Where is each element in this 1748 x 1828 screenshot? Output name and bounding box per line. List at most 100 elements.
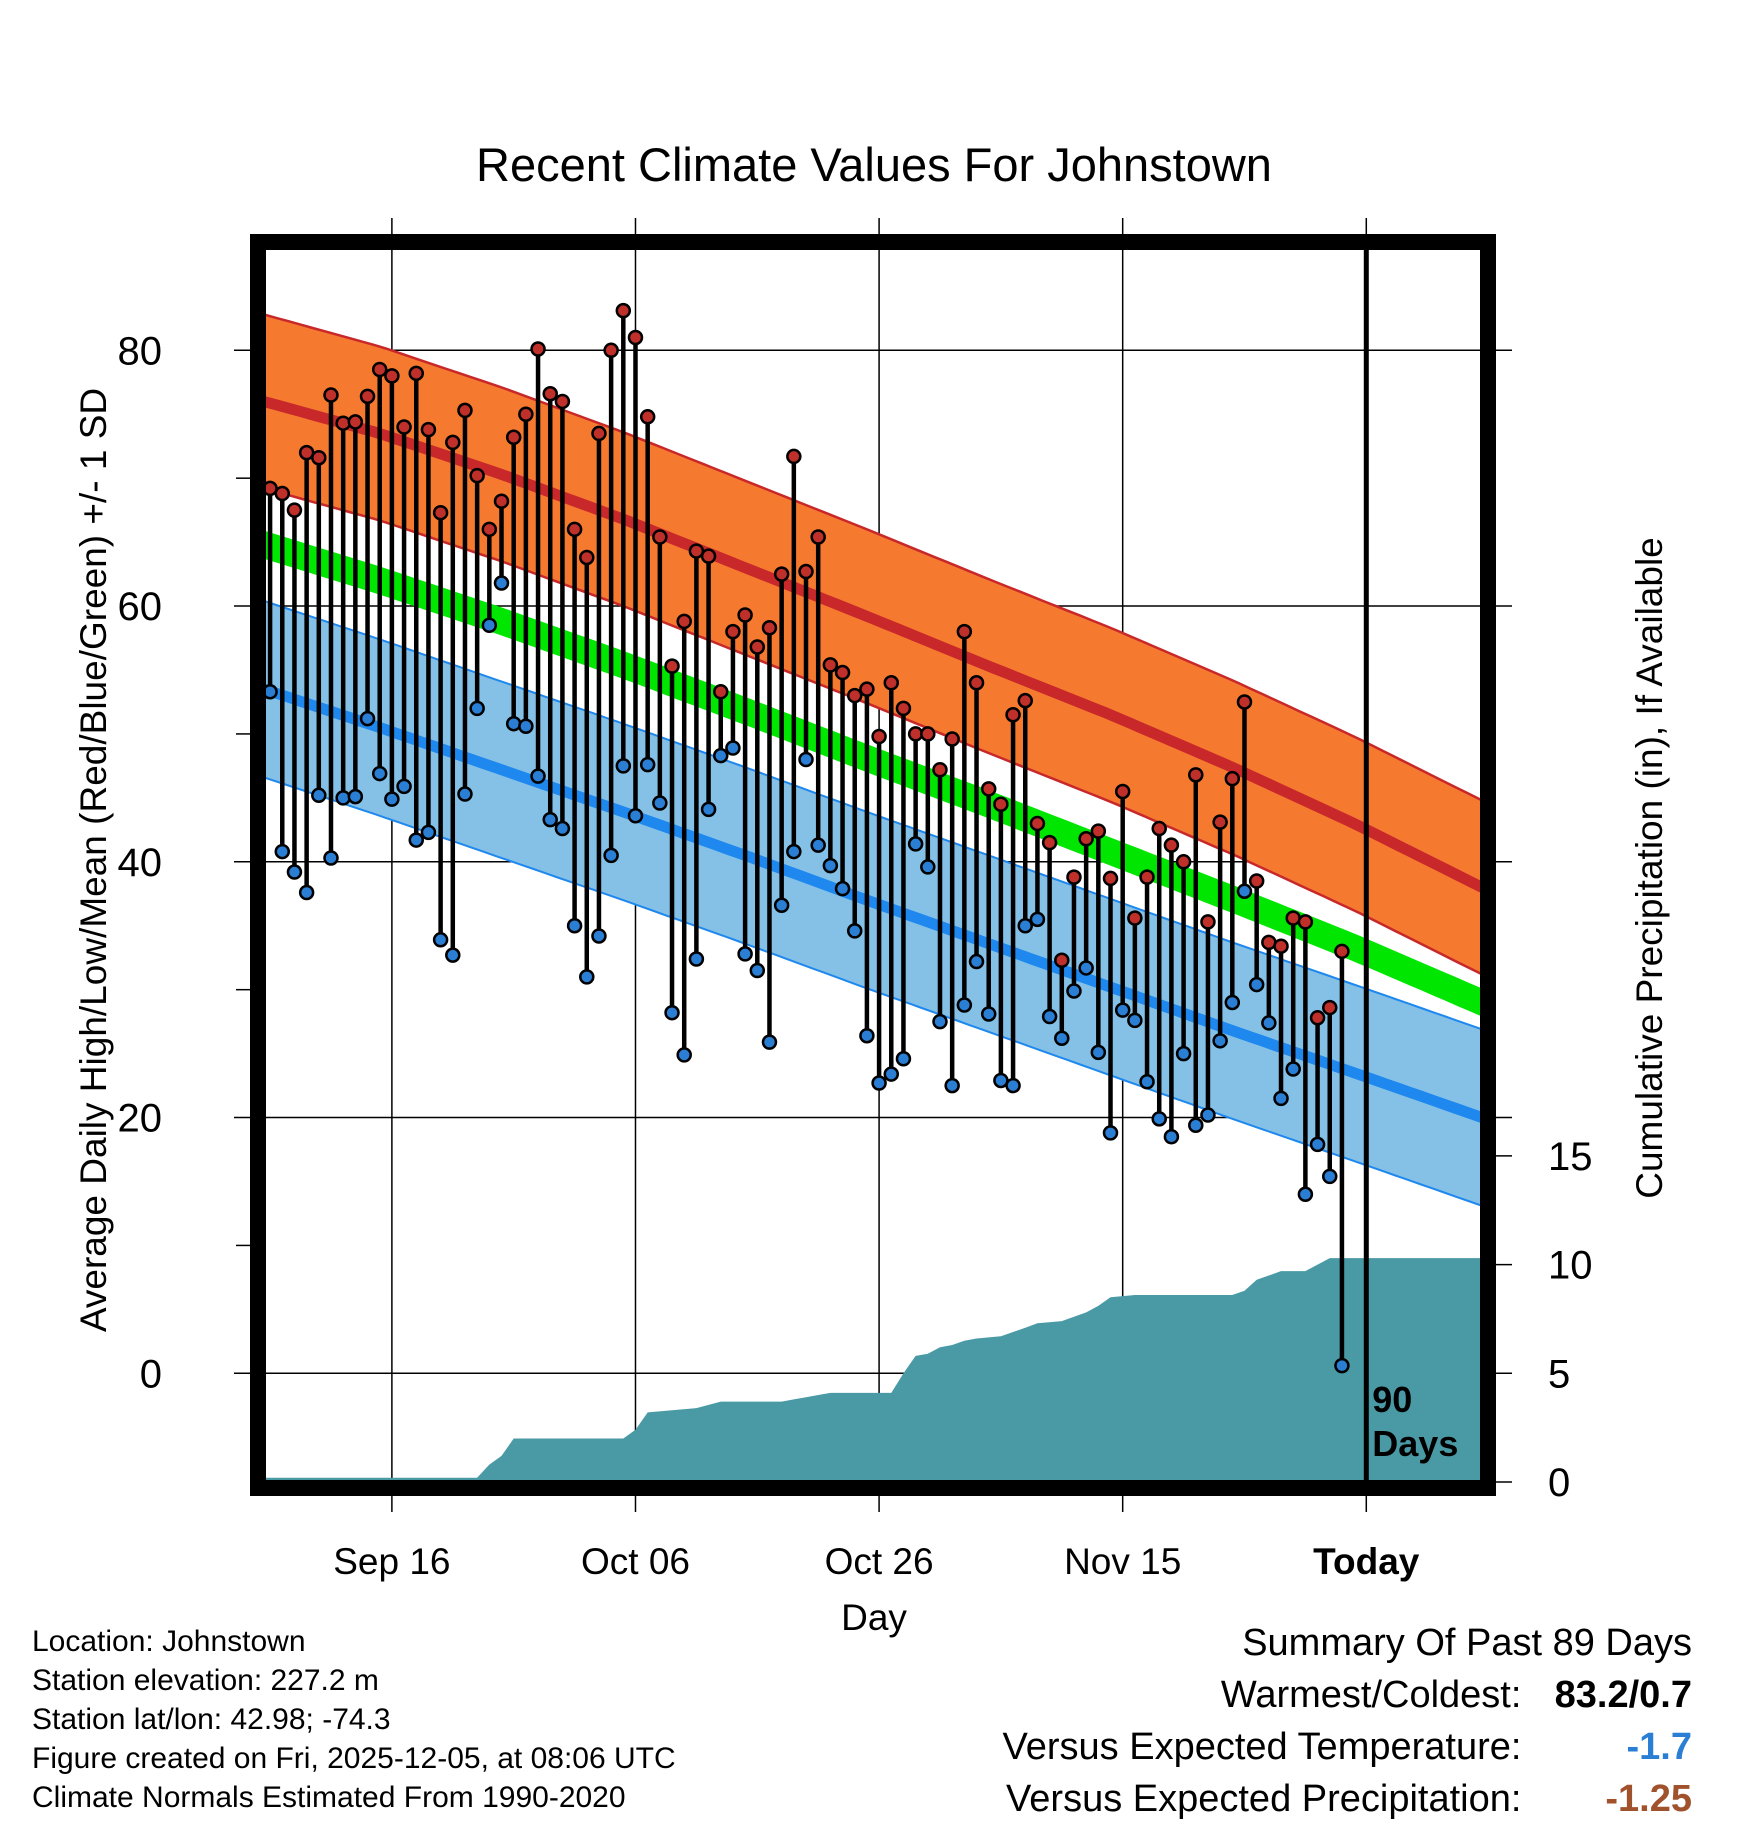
high-point [432, 504, 449, 521]
low-point [1285, 1061, 1301, 1077]
low-point [1017, 917, 1033, 934]
precip-value: -1.25 [1605, 1778, 1692, 1820]
summary-precip: Versus Expected Precipitation: -1.25 [1003, 1773, 1692, 1825]
x-axis-label: Day [841, 1597, 907, 1638]
low-point [1139, 1073, 1155, 1090]
created-text: Figure created on Fri, 2025-12-05, at 08… [32, 1742, 676, 1775]
high-point [810, 529, 826, 545]
high-point [725, 623, 741, 640]
y-tick-label: 20 [118, 1097, 163, 1141]
high-point [798, 563, 814, 580]
high-point [457, 402, 473, 419]
low-point [408, 832, 424, 848]
high-point [932, 761, 948, 778]
low-point [1200, 1107, 1216, 1123]
high-point [591, 425, 607, 442]
low-point [1151, 1111, 1167, 1127]
low-point [700, 801, 717, 818]
high-point [859, 681, 875, 697]
low-point [773, 897, 790, 914]
low-point [1248, 976, 1265, 993]
high-point [1005, 706, 1021, 723]
low-point [749, 962, 766, 979]
high-point [846, 687, 863, 704]
high-point [1127, 910, 1143, 926]
high-point [980, 781, 997, 797]
high-point [1139, 869, 1155, 885]
low-point [810, 837, 826, 853]
low-point [688, 951, 705, 967]
x-tick-label: Oct 06 [581, 1541, 690, 1582]
low-point [347, 788, 364, 805]
y2-tick-label: 0 [1548, 1461, 1570, 1505]
high-point [359, 388, 376, 405]
high-point [1248, 873, 1265, 889]
low-point [1224, 994, 1241, 1011]
low-point [1309, 1136, 1326, 1153]
high-sd-band [264, 314, 1482, 975]
high-point [822, 657, 839, 673]
low-point [1212, 1033, 1228, 1049]
low-point [1322, 1168, 1338, 1185]
low-point [883, 1066, 900, 1082]
high-point [1297, 914, 1314, 930]
summary-panel: Summary Of Past 89 Days Warmest/Coldest:… [1003, 1617, 1692, 1825]
low-point [786, 843, 802, 860]
low-point [481, 617, 498, 633]
y2-tick-label: 5 [1548, 1352, 1570, 1396]
high-point [554, 393, 571, 410]
high-point [1029, 815, 1046, 832]
low-point [834, 880, 851, 897]
high-point [1334, 943, 1350, 960]
high-point [384, 368, 400, 384]
x-tick-label: Oct 26 [825, 1541, 934, 1582]
summary-temp: Versus Expected Temperature: -1.7 [1003, 1721, 1692, 1773]
low-point [323, 850, 339, 866]
high-point [1102, 870, 1119, 887]
high-point [749, 639, 766, 655]
y-tick-label: 0 [140, 1352, 162, 1396]
low-point [1102, 1125, 1119, 1141]
normals-text: Climate Normals Estimated From 1990-2020 [32, 1781, 626, 1814]
y2-axis-label: Cumulative Precipitation (in), If Availa… [1629, 537, 1670, 1199]
low-point [761, 1034, 778, 1050]
summary-warm-cold: Warmest/Coldest: 83.2/0.7 [1003, 1669, 1692, 1721]
high-point [603, 342, 619, 359]
high-point [542, 386, 558, 402]
high-point [1175, 854, 1192, 870]
high-point [396, 419, 412, 435]
high-point [566, 521, 583, 538]
low-point [859, 1027, 875, 1044]
low-point [384, 791, 400, 807]
daily-points [264, 302, 1350, 1374]
low-point [530, 768, 546, 784]
high-point [579, 549, 595, 566]
high-point [652, 529, 668, 545]
high-sd-upper-edge [264, 313, 1482, 802]
y2-tick-label: 15 [1548, 1135, 1593, 1179]
low-point [1175, 1045, 1192, 1062]
chart-title: Recent Climate Values For Johnstown [476, 138, 1272, 191]
low-point [798, 751, 814, 768]
low-point [1236, 883, 1253, 899]
temp-label: Versus Expected Temperature: [1002, 1726, 1522, 1768]
low-point [1297, 1186, 1314, 1203]
low-point [505, 715, 522, 732]
high-point [944, 731, 960, 747]
low-point [822, 857, 839, 874]
low-point [518, 718, 534, 735]
low-point [944, 1077, 960, 1094]
low-point [579, 969, 595, 985]
high-point [676, 613, 692, 630]
low-point [542, 811, 558, 828]
low-point [493, 575, 510, 591]
low-point [371, 765, 388, 782]
latlon-text: Station lat/lon: 42.98; -74.3 [32, 1703, 391, 1736]
low-point [615, 758, 632, 774]
high-point [481, 521, 498, 538]
high-point [371, 361, 388, 378]
high-point [895, 700, 912, 717]
high-point [505, 429, 522, 446]
